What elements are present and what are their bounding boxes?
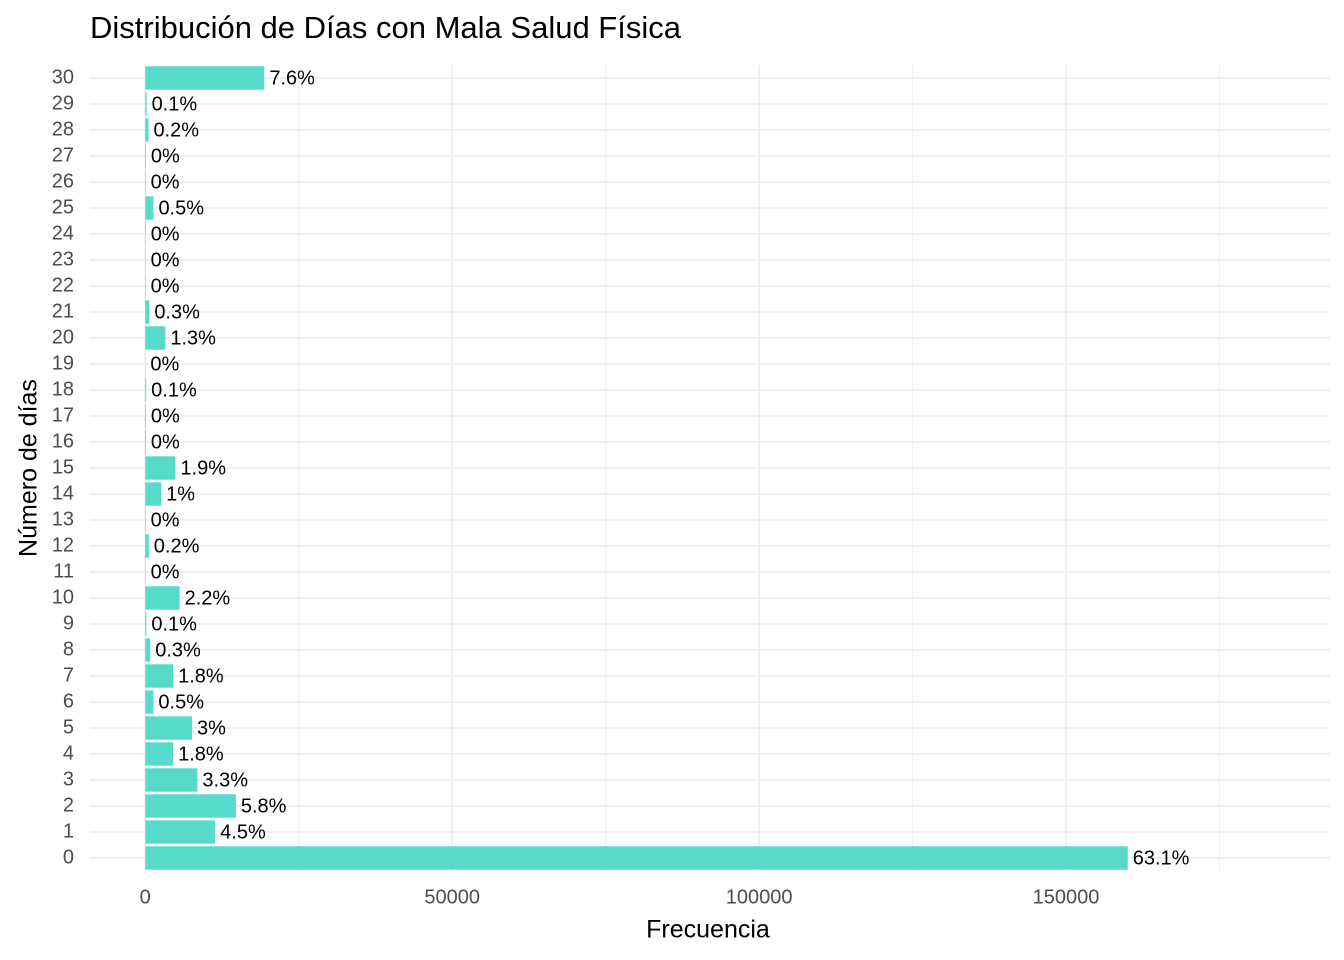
bar (145, 664, 174, 688)
data-label: 1.3% (170, 327, 216, 349)
y-tick-label: 28 (52, 118, 74, 140)
bar (145, 66, 265, 90)
data-label: 0% (151, 249, 180, 271)
bar (145, 482, 162, 506)
y-axis-title: Número de días (15, 379, 43, 557)
y-tick-label: 0 (63, 846, 74, 868)
y-tick-label: 29 (52, 92, 74, 114)
bar (145, 768, 198, 792)
data-label: 4.5% (220, 821, 266, 843)
data-label: 63.1% (1133, 847, 1190, 869)
y-tick-label: 20 (52, 326, 74, 348)
bar (145, 716, 193, 740)
y-tick-label: 11 (53, 560, 74, 582)
bar (145, 378, 147, 402)
data-label: 0.1% (151, 379, 197, 401)
y-tick-label: 16 (52, 430, 74, 452)
bar (145, 742, 174, 766)
y-tick-label: 13 (52, 508, 74, 530)
bar (145, 326, 166, 350)
y-tick-label: 24 (52, 222, 74, 244)
bar (145, 118, 149, 142)
data-label: 2.2% (185, 587, 231, 609)
data-label: 0.3% (155, 639, 201, 661)
y-tick-label: 7 (63, 664, 74, 686)
data-label: 0% (151, 275, 180, 297)
x-axis-title: Frecuencia (646, 916, 770, 944)
chart-title: Distribución de Días con Mala Salud Físi… (90, 10, 682, 45)
data-label: 0% (151, 431, 180, 453)
y-tick-label: 21 (52, 300, 74, 322)
y-tick-label: 22 (52, 274, 74, 296)
data-label: 5.8% (241, 795, 287, 817)
data-label: 1% (166, 483, 195, 505)
data-label: 0% (151, 171, 180, 193)
bar (145, 92, 147, 116)
data-label: 0% (151, 145, 180, 167)
y-tick-label: 9 (63, 612, 74, 634)
y-tick-label: 10 (52, 586, 74, 608)
data-label: 0.5% (158, 197, 204, 219)
data-label: 0.1% (151, 613, 197, 635)
bar (145, 196, 154, 220)
y-tick-label: 12 (52, 534, 74, 556)
bar (145, 794, 236, 818)
y-tick-label: 30 (52, 66, 74, 88)
y-tick-label: 8 (63, 638, 74, 660)
x-tick-label: 100000 (726, 886, 793, 908)
x-tick-label: 150000 (1033, 886, 1100, 908)
y-tick-label: 25 (52, 196, 74, 218)
data-label: 0.1% (152, 93, 198, 115)
data-label: 0% (151, 405, 180, 427)
bar (145, 612, 147, 636)
data-label: 1.9% (180, 457, 226, 479)
data-label: 1.8% (178, 743, 224, 765)
grid (90, 65, 1330, 871)
y-tick-label: 18 (52, 378, 74, 400)
bar (145, 586, 180, 610)
bar (145, 300, 150, 324)
y-tick-label: 19 (52, 352, 74, 374)
data-label: 0.2% (153, 119, 199, 141)
data-label: 0% (151, 223, 180, 245)
data-label: 0% (151, 509, 180, 531)
data-label: 3.3% (202, 769, 248, 791)
bar (145, 404, 146, 428)
data-label: 1.8% (178, 665, 224, 687)
y-tick-label: 23 (52, 248, 74, 270)
bar (145, 534, 149, 558)
bar (145, 638, 151, 662)
y-tick-label: 26 (52, 170, 74, 192)
y-tick-label: 3 (63, 768, 74, 790)
x-tick-label: 50000 (424, 886, 480, 908)
y-tick-label: 27 (52, 144, 74, 166)
bar (145, 820, 216, 844)
data-label: 0.3% (154, 301, 200, 323)
y-tick-label: 17 (52, 404, 74, 426)
y-tick-label: 4 (63, 742, 74, 764)
data-label: 0% (151, 561, 180, 583)
data-label: 0.5% (158, 691, 204, 713)
y-tick-label: 6 (63, 690, 74, 712)
y-tick-label: 5 (63, 716, 74, 738)
bar (145, 144, 146, 168)
bar (145, 690, 154, 714)
data-label: 3% (197, 717, 226, 739)
data-label: 0.2% (154, 535, 200, 557)
bar (145, 430, 146, 454)
x-tick-label: 0 (140, 886, 151, 908)
bar (145, 846, 1128, 870)
y-tick-label: 1 (63, 820, 74, 842)
data-label: 7.6% (269, 67, 315, 89)
data-label: 0% (150, 353, 179, 375)
bar (145, 456, 176, 480)
y-tick-label: 15 (52, 456, 74, 478)
y-tick-label: 2 (63, 794, 74, 816)
y-tick-label: 14 (52, 482, 74, 504)
